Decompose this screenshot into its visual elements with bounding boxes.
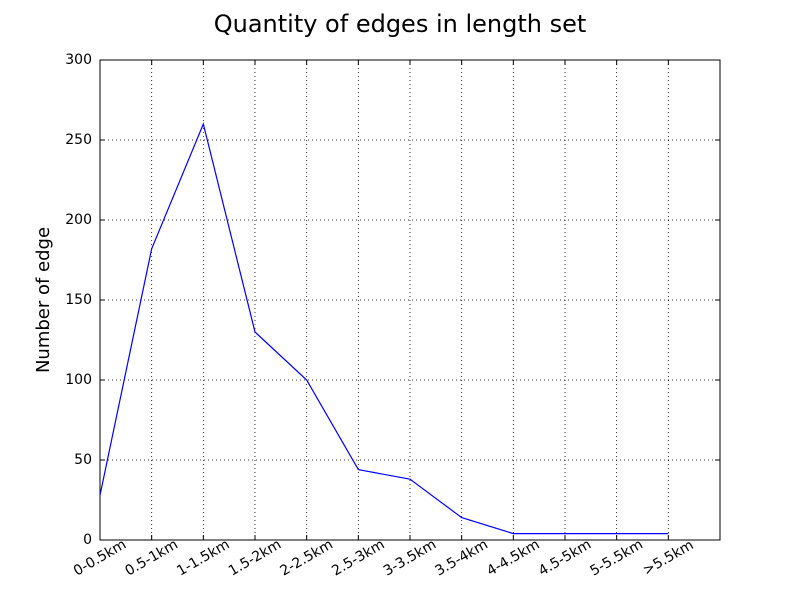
y-tick-label: 150	[65, 292, 92, 308]
y-tick-label: 200	[65, 212, 92, 228]
chart-title: Quantity of edges in length set	[214, 10, 587, 38]
plot-frame	[99, 59, 721, 541]
line	[99, 122, 669, 535]
y-tick-label: 0	[83, 532, 92, 548]
y-tick-label: 100	[65, 372, 92, 388]
y-tick-label: 50	[74, 452, 92, 468]
y-tick-label: 250	[65, 132, 92, 148]
y-axis-label: Number of edge	[33, 227, 54, 373]
y-tick-label: 300	[65, 52, 92, 68]
